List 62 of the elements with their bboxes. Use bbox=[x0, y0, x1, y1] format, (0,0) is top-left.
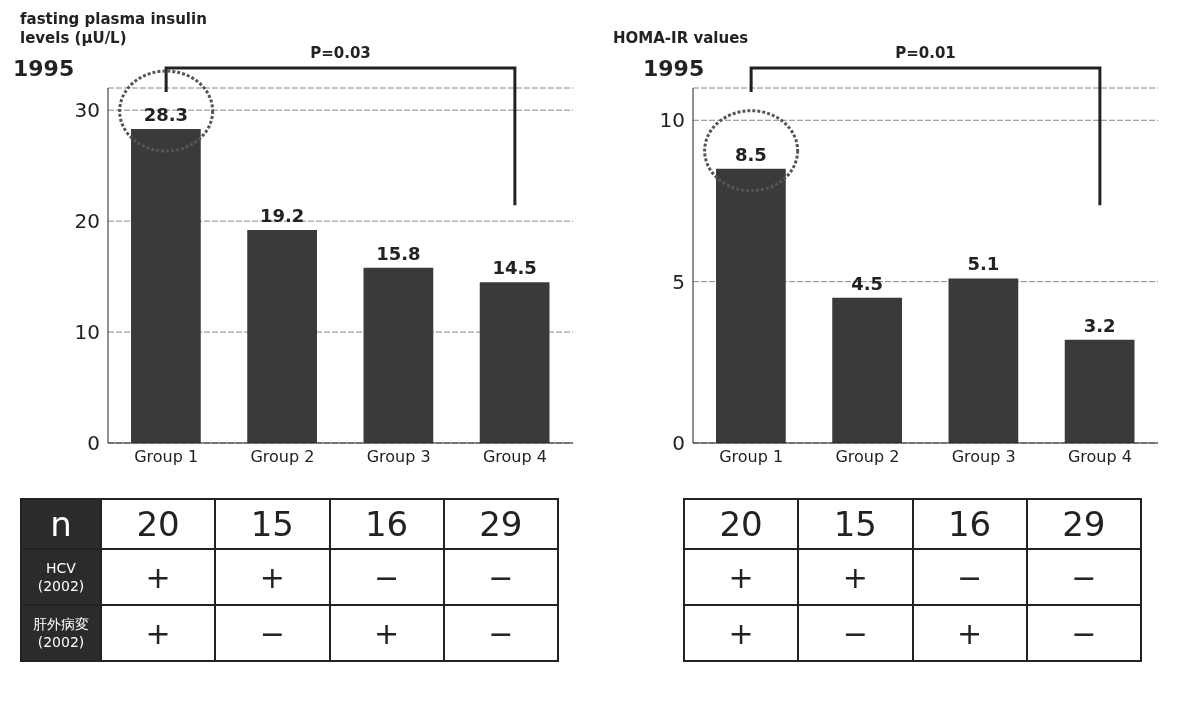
text: 1995 bbox=[13, 56, 75, 81]
y-tick-label: 0 bbox=[672, 431, 685, 456]
x-tick-label: Group 2 bbox=[835, 447, 900, 467]
data-label: 28.3 bbox=[143, 104, 189, 126]
text: − bbox=[1026, 549, 1141, 605]
bar bbox=[1064, 339, 1135, 443]
text: 肝外病変 (2002) bbox=[21, 605, 101, 661]
text: 16 bbox=[912, 499, 1027, 549]
bar bbox=[832, 297, 902, 443]
data-label: 15.8 bbox=[376, 242, 421, 264]
text: − bbox=[912, 549, 1027, 605]
text: + bbox=[798, 549, 913, 605]
bar bbox=[363, 267, 434, 443]
text: HCV (2002) bbox=[21, 549, 101, 605]
x-tick-label: Group 2 bbox=[250, 447, 315, 467]
text: 1995 bbox=[643, 56, 705, 81]
text: 16 bbox=[329, 499, 444, 549]
text: P=0.03 bbox=[310, 44, 371, 62]
data-label: 5.1 bbox=[967, 253, 1000, 275]
y-tick-label: 20 bbox=[74, 209, 100, 234]
bar bbox=[716, 168, 786, 443]
text: P=0.01 bbox=[895, 44, 956, 62]
y-tick-label: 10 bbox=[74, 320, 100, 345]
data-label: 8.5 bbox=[734, 143, 767, 165]
text: − bbox=[329, 549, 444, 605]
text: 29 bbox=[443, 499, 558, 549]
x-tick-label: Group 1 bbox=[719, 447, 784, 467]
bar bbox=[247, 230, 317, 443]
text: + bbox=[101, 549, 216, 605]
text: + bbox=[684, 605, 799, 661]
text: − bbox=[443, 605, 558, 661]
text: − bbox=[1026, 605, 1141, 661]
text: − bbox=[798, 605, 913, 661]
x-tick-label: Group 4 bbox=[1067, 447, 1132, 467]
data-label: 14.5 bbox=[492, 257, 537, 279]
text: 15 bbox=[215, 499, 330, 549]
y-tick-label: 5 bbox=[672, 269, 685, 294]
text: 29 bbox=[1026, 499, 1141, 549]
data-label: 4.5 bbox=[851, 272, 884, 294]
bar bbox=[479, 282, 550, 443]
text: − bbox=[443, 549, 558, 605]
x-tick-label: Group 3 bbox=[366, 447, 431, 467]
y-tick-label: 10 bbox=[659, 108, 685, 133]
y-tick-label: 30 bbox=[74, 98, 100, 123]
text: + bbox=[912, 605, 1027, 661]
text: + bbox=[215, 549, 330, 605]
x-tick-label: Group 1 bbox=[134, 447, 199, 467]
text: + bbox=[329, 605, 444, 661]
data-label: 3.2 bbox=[1083, 314, 1116, 336]
x-tick-label: Group 4 bbox=[482, 447, 547, 467]
text: + bbox=[684, 549, 799, 605]
bar bbox=[948, 278, 1019, 443]
text: 15 bbox=[798, 499, 913, 549]
data-label: 19.2 bbox=[259, 205, 305, 226]
y-axis-title: HOMA-IR values bbox=[613, 28, 750, 48]
text: − bbox=[215, 605, 330, 661]
x-tick-label: Group 3 bbox=[951, 447, 1016, 467]
y-tick-label: 0 bbox=[87, 431, 100, 456]
text: n bbox=[21, 499, 101, 549]
text: + bbox=[101, 605, 216, 661]
bar bbox=[131, 129, 201, 443]
y-axis-title: fasting plasma insulin levels (μU/L) bbox=[20, 9, 208, 48]
